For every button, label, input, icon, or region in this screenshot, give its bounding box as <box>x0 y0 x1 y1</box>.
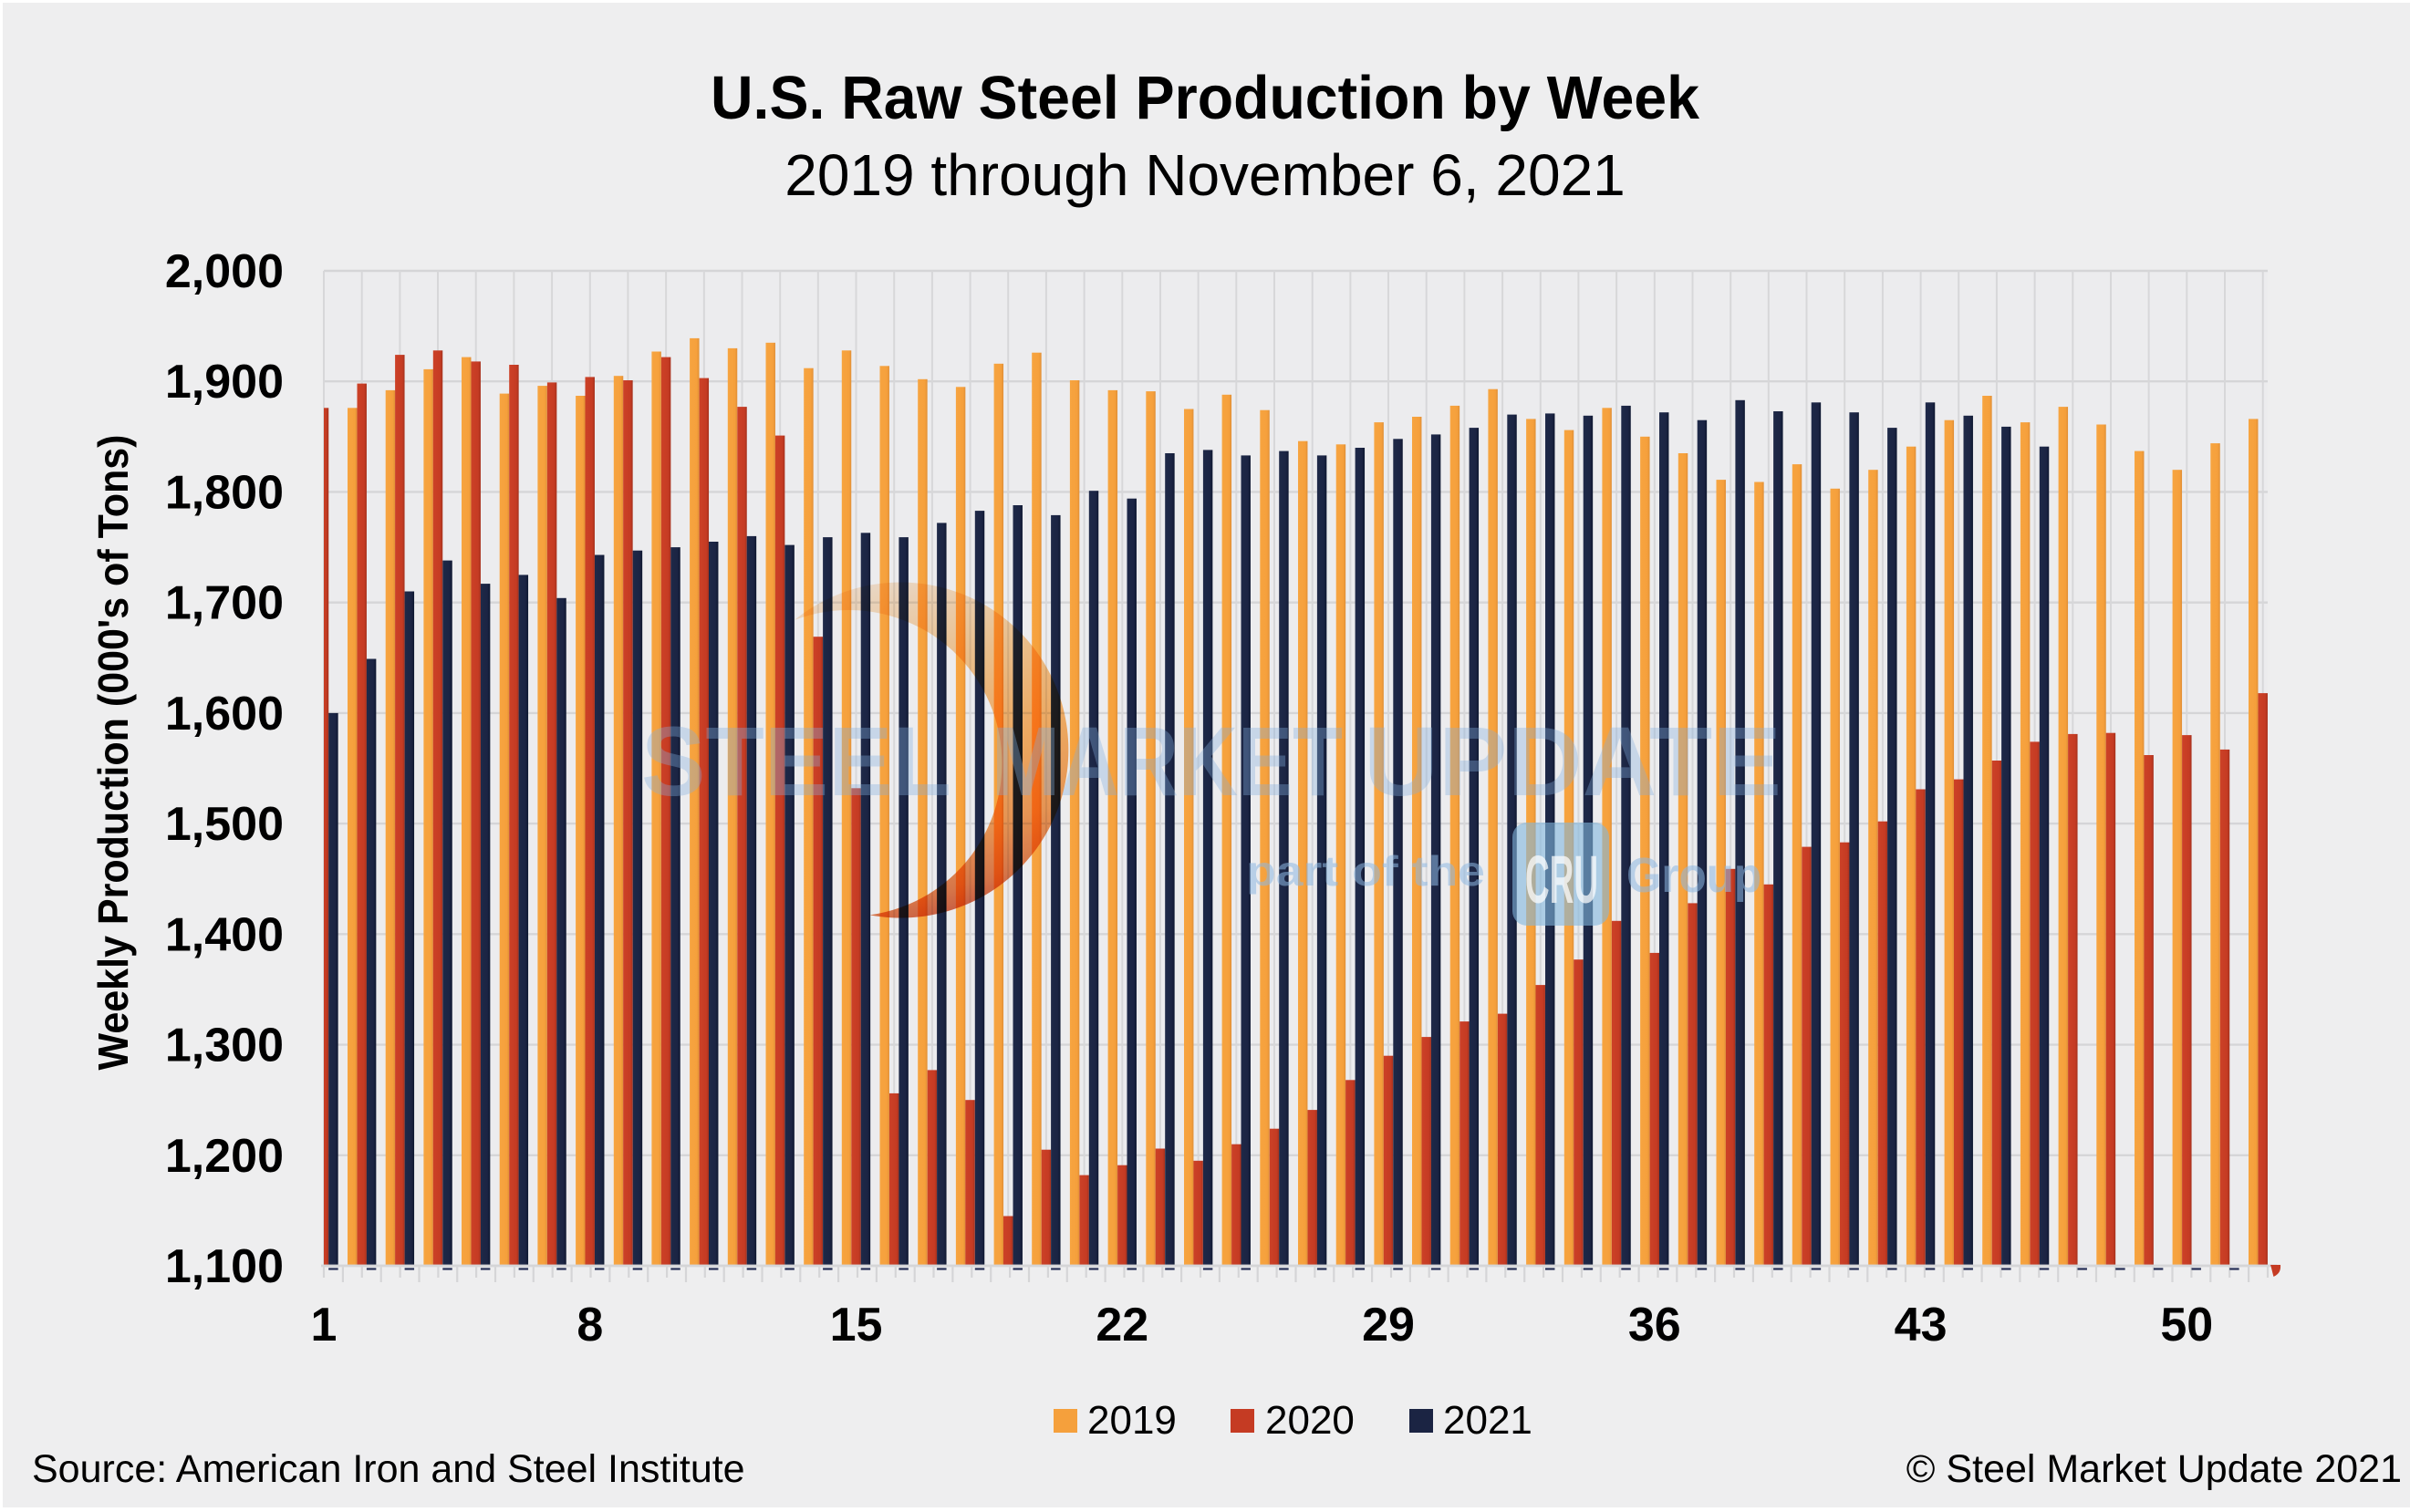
svg-text:2019: 2019 <box>1087 1398 1177 1443</box>
svg-text:1,200: 1,200 <box>165 1130 284 1183</box>
svg-text:43: 43 <box>1895 1299 1948 1351</box>
svg-text:STEEL: STEEL <box>641 706 951 816</box>
svg-text:1,800: 1,800 <box>165 466 284 519</box>
svg-text:2021: 2021 <box>1443 1398 1532 1443</box>
svg-text:1,700: 1,700 <box>165 577 284 630</box>
svg-text:UPDATE: UPDATE <box>1364 706 1782 816</box>
svg-text:U.S. Raw Steel Production by W: U.S. Raw Steel Production by Week <box>711 64 1700 132</box>
svg-text:29: 29 <box>1362 1299 1415 1351</box>
svg-text:part of the: part of the <box>1246 847 1485 895</box>
svg-text:1,900: 1,900 <box>165 356 284 409</box>
svg-text:1,600: 1,600 <box>165 688 284 740</box>
svg-text:2019 through November 6, 2021: 2019 through November 6, 2021 <box>784 142 1626 208</box>
svg-text:22: 22 <box>1096 1299 1148 1351</box>
svg-text:36: 36 <box>1628 1299 1681 1351</box>
svg-text:1,300: 1,300 <box>165 1020 284 1072</box>
svg-text:MARKET: MARKET <box>992 706 1343 816</box>
svg-text:2020: 2020 <box>1265 1398 1355 1443</box>
svg-text:1: 1 <box>311 1299 338 1351</box>
svg-text:15: 15 <box>830 1299 883 1351</box>
svg-text:© Steel Market Update 2021: © Steel Market Update 2021 <box>1906 1447 2402 1491</box>
svg-text:1,100: 1,100 <box>165 1240 284 1293</box>
svg-text:50: 50 <box>2160 1299 2213 1351</box>
svg-text:CRU: CRU <box>1525 842 1598 917</box>
svg-text:Source: American Iron and Stee: Source: American Iron and Steel Institut… <box>32 1447 745 1491</box>
svg-text:8: 8 <box>577 1299 603 1351</box>
svg-text:1,500: 1,500 <box>165 798 284 851</box>
svg-text:1,400: 1,400 <box>165 908 284 961</box>
svg-text:Group: Group <box>1626 848 1761 903</box>
svg-text:2,000: 2,000 <box>165 245 284 298</box>
svg-text:Weekly Production (000's of To: Weekly Production (000's of Tons) <box>89 435 137 1071</box>
